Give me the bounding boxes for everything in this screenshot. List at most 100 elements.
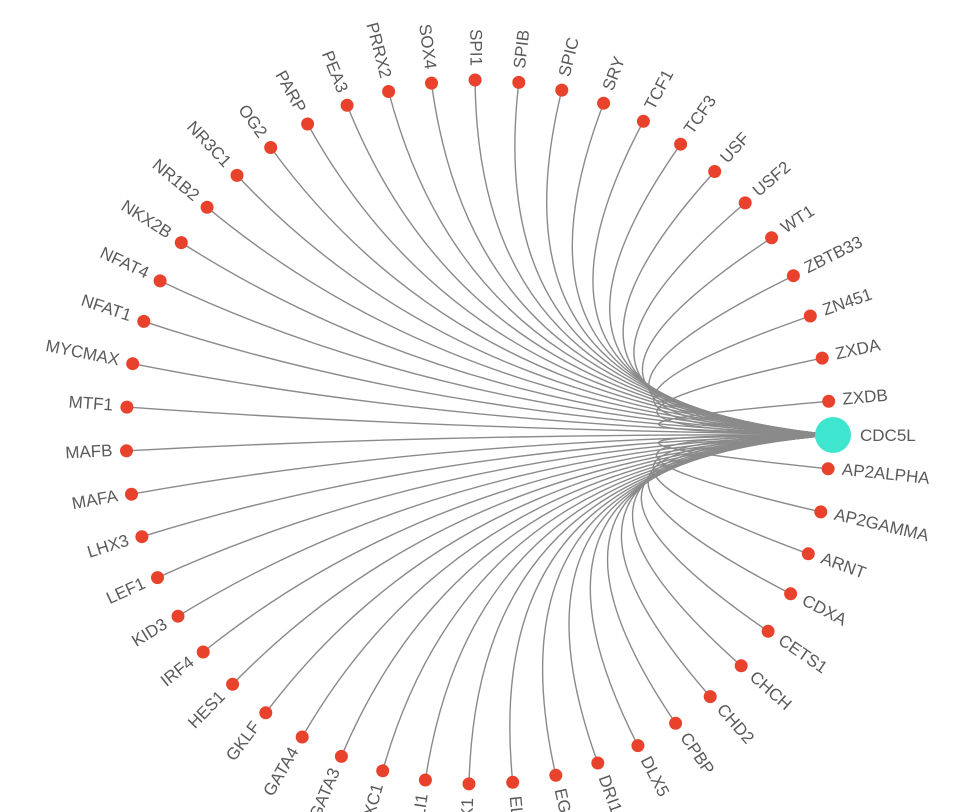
edge-layer [126, 79, 834, 784]
label-egr1: EGR1 [551, 787, 580, 812]
node-mafa [125, 487, 138, 501]
label-mycmax: MYCMAX [44, 336, 121, 369]
edge-sry [571, 102, 834, 436]
node-foxc1 [376, 764, 390, 778]
label-lef1: LEF1 [103, 574, 148, 608]
node-elk1 [462, 777, 476, 791]
edge-elf1 [509, 434, 834, 783]
edge-cdxa [647, 434, 834, 595]
node-chch [734, 659, 748, 673]
label-spi1: SPI1 [466, 29, 485, 66]
label-lhx3: LHX3 [85, 531, 131, 562]
node-dri1 [591, 756, 605, 770]
label-zn451: ZN451 [820, 285, 874, 320]
node-spic [555, 83, 569, 97]
node-zxdb [822, 394, 836, 408]
node-ap2alpha [821, 462, 835, 476]
label-nfat1: NFAT1 [79, 291, 134, 325]
node-chd2 [703, 690, 717, 704]
node-nr3c1 [230, 168, 244, 182]
label-zxda: ZXDA [834, 335, 883, 363]
label-ap2gamma: AP2GAMMA [832, 505, 931, 545]
edge-irf4 [202, 434, 834, 653]
node-fli1 [418, 773, 432, 787]
edge-nfat4 [159, 280, 834, 436]
node-wt1 [765, 231, 779, 245]
label-usf2: USF2 [749, 158, 794, 201]
label-kid3: KID3 [128, 615, 170, 651]
label-sox4: SOX4 [415, 23, 440, 70]
label-og2: OG2 [234, 101, 271, 141]
node-elf1 [506, 775, 520, 789]
node-pea3 [340, 98, 354, 112]
label-cdxa: CDXA [799, 591, 850, 630]
node-spib [512, 75, 526, 89]
node-mycmax [126, 357, 140, 371]
node-mafb [120, 444, 133, 458]
node-arnt [801, 547, 815, 561]
node-og2 [264, 141, 278, 154]
node-irf4 [196, 645, 210, 659]
label-chch: CHCH [746, 667, 795, 714]
edge-nfat1 [143, 320, 834, 436]
label-chd2: CHD2 [713, 700, 758, 747]
edge-og2 [270, 147, 834, 436]
edge-parp [306, 123, 834, 436]
label-nr1b2: NR1B2 [149, 155, 203, 205]
label-tcf1: TCF1 [641, 66, 678, 112]
edge-arnt [652, 434, 834, 555]
label-zxdb: ZXDB [842, 386, 889, 409]
node-mtf1 [120, 400, 134, 414]
label-gata4: GATA4 [259, 744, 302, 800]
label-pea3: PEA3 [318, 48, 352, 95]
label-spic: SPIC [555, 35, 583, 78]
label-fli1: FLI1 [408, 792, 432, 812]
label-wt1: WT1 [777, 201, 817, 237]
label-dri1: DRI1 [595, 773, 626, 812]
label-parp: PARP [272, 67, 310, 116]
node-tcf1 [636, 114, 650, 128]
node-kid3 [171, 609, 185, 623]
node-nfat1 [137, 314, 151, 328]
edge-nr3c1 [236, 174, 834, 436]
hub-node [815, 417, 851, 453]
node-layer [120, 73, 836, 791]
edge-ap2gamma [655, 434, 834, 513]
edge-mafb [126, 434, 834, 452]
edge-mtf1 [126, 406, 834, 436]
node-gata4 [295, 730, 309, 744]
label-hes1: HES1 [184, 687, 229, 732]
edge-gata3 [340, 434, 834, 757]
node-tcf3 [674, 137, 688, 151]
edge-elk1 [468, 434, 834, 784]
edge-nkx2b [180, 242, 834, 436]
node-cpbp [669, 716, 683, 730]
node-usf [708, 165, 722, 178]
label-ap2alpha: AP2ALPHA [841, 460, 931, 488]
node-parp [301, 117, 315, 131]
label-elf1: ELF1 [506, 795, 529, 812]
label-cets1: CETS1 [775, 631, 831, 678]
label-nr3c1: NR3C1 [183, 117, 235, 171]
node-cets1 [761, 624, 775, 638]
node-lef1 [151, 571, 164, 585]
node-ap2gamma [814, 505, 828, 519]
node-lhx3 [135, 530, 149, 544]
label-foxc1: FOXC1 [353, 781, 387, 812]
node-prrx2 [382, 85, 396, 98]
label-cpbp: CPBP [676, 729, 718, 778]
edge-chch [631, 434, 834, 667]
edge-foxc1 [382, 434, 834, 771]
node-egr1 [549, 768, 563, 782]
hub-label: CDC5L [860, 426, 916, 445]
edge-spib [514, 82, 834, 436]
edge-cpbp [606, 434, 834, 724]
edge-mycmax [132, 363, 834, 436]
node-hes1 [226, 677, 240, 691]
node-nfat4 [153, 274, 167, 288]
node-nkx2b [174, 236, 188, 250]
label-dlx5: DLX5 [637, 753, 673, 800]
